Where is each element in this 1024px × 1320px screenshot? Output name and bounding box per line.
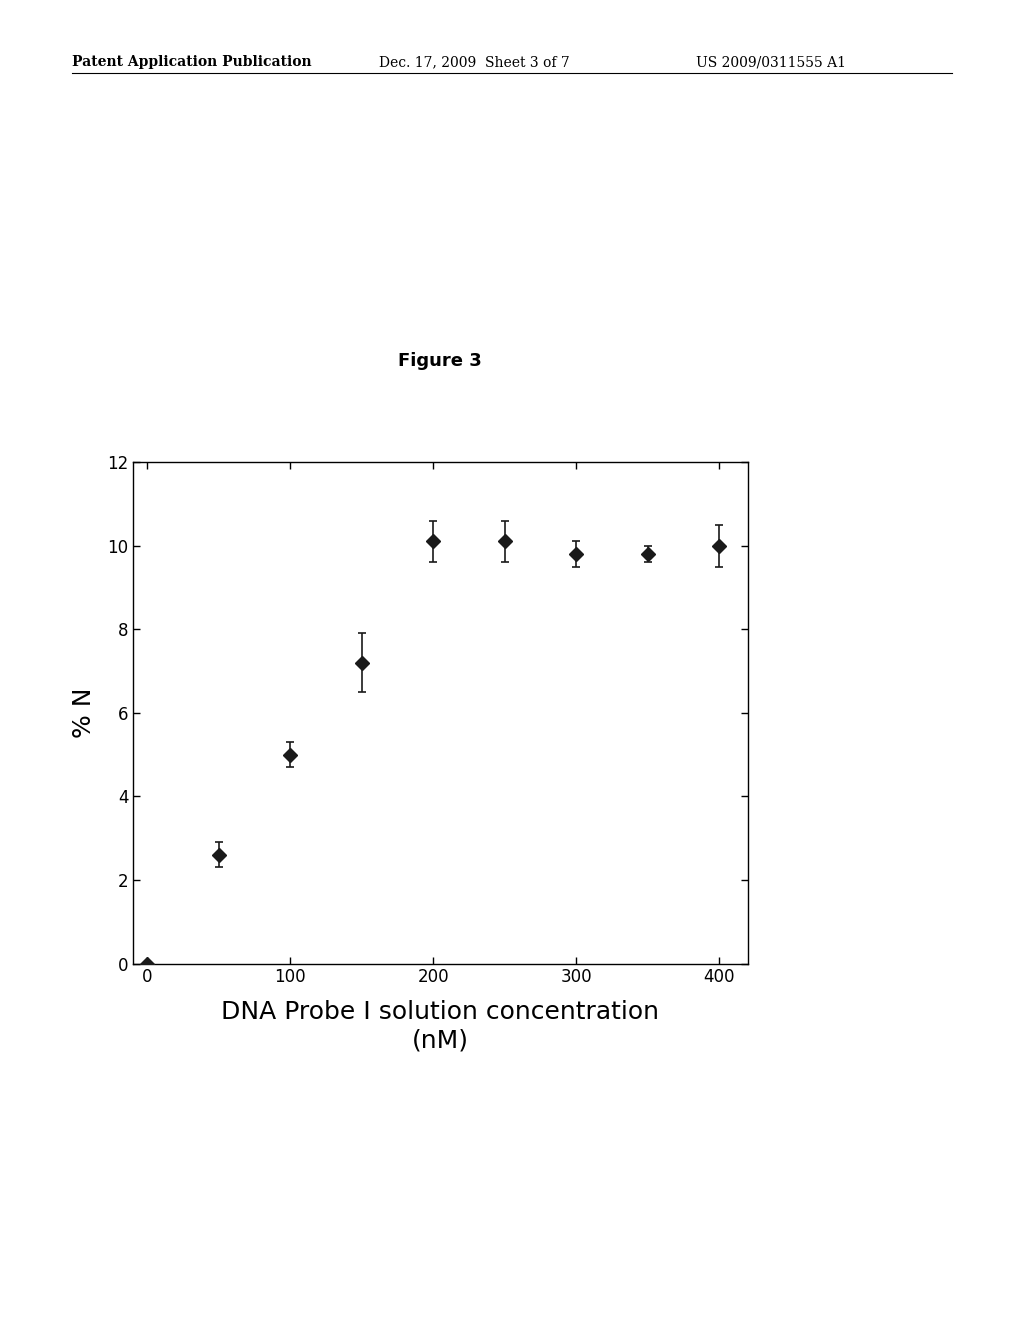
Text: Figure 3: Figure 3	[398, 351, 482, 370]
Y-axis label: % N: % N	[72, 688, 96, 738]
Text: Patent Application Publication: Patent Application Publication	[72, 55, 311, 70]
Text: Dec. 17, 2009  Sheet 3 of 7: Dec. 17, 2009 Sheet 3 of 7	[379, 55, 569, 70]
X-axis label: DNA Probe I solution concentration
(nM): DNA Probe I solution concentration (nM)	[221, 1001, 659, 1052]
Text: US 2009/0311555 A1: US 2009/0311555 A1	[696, 55, 846, 70]
